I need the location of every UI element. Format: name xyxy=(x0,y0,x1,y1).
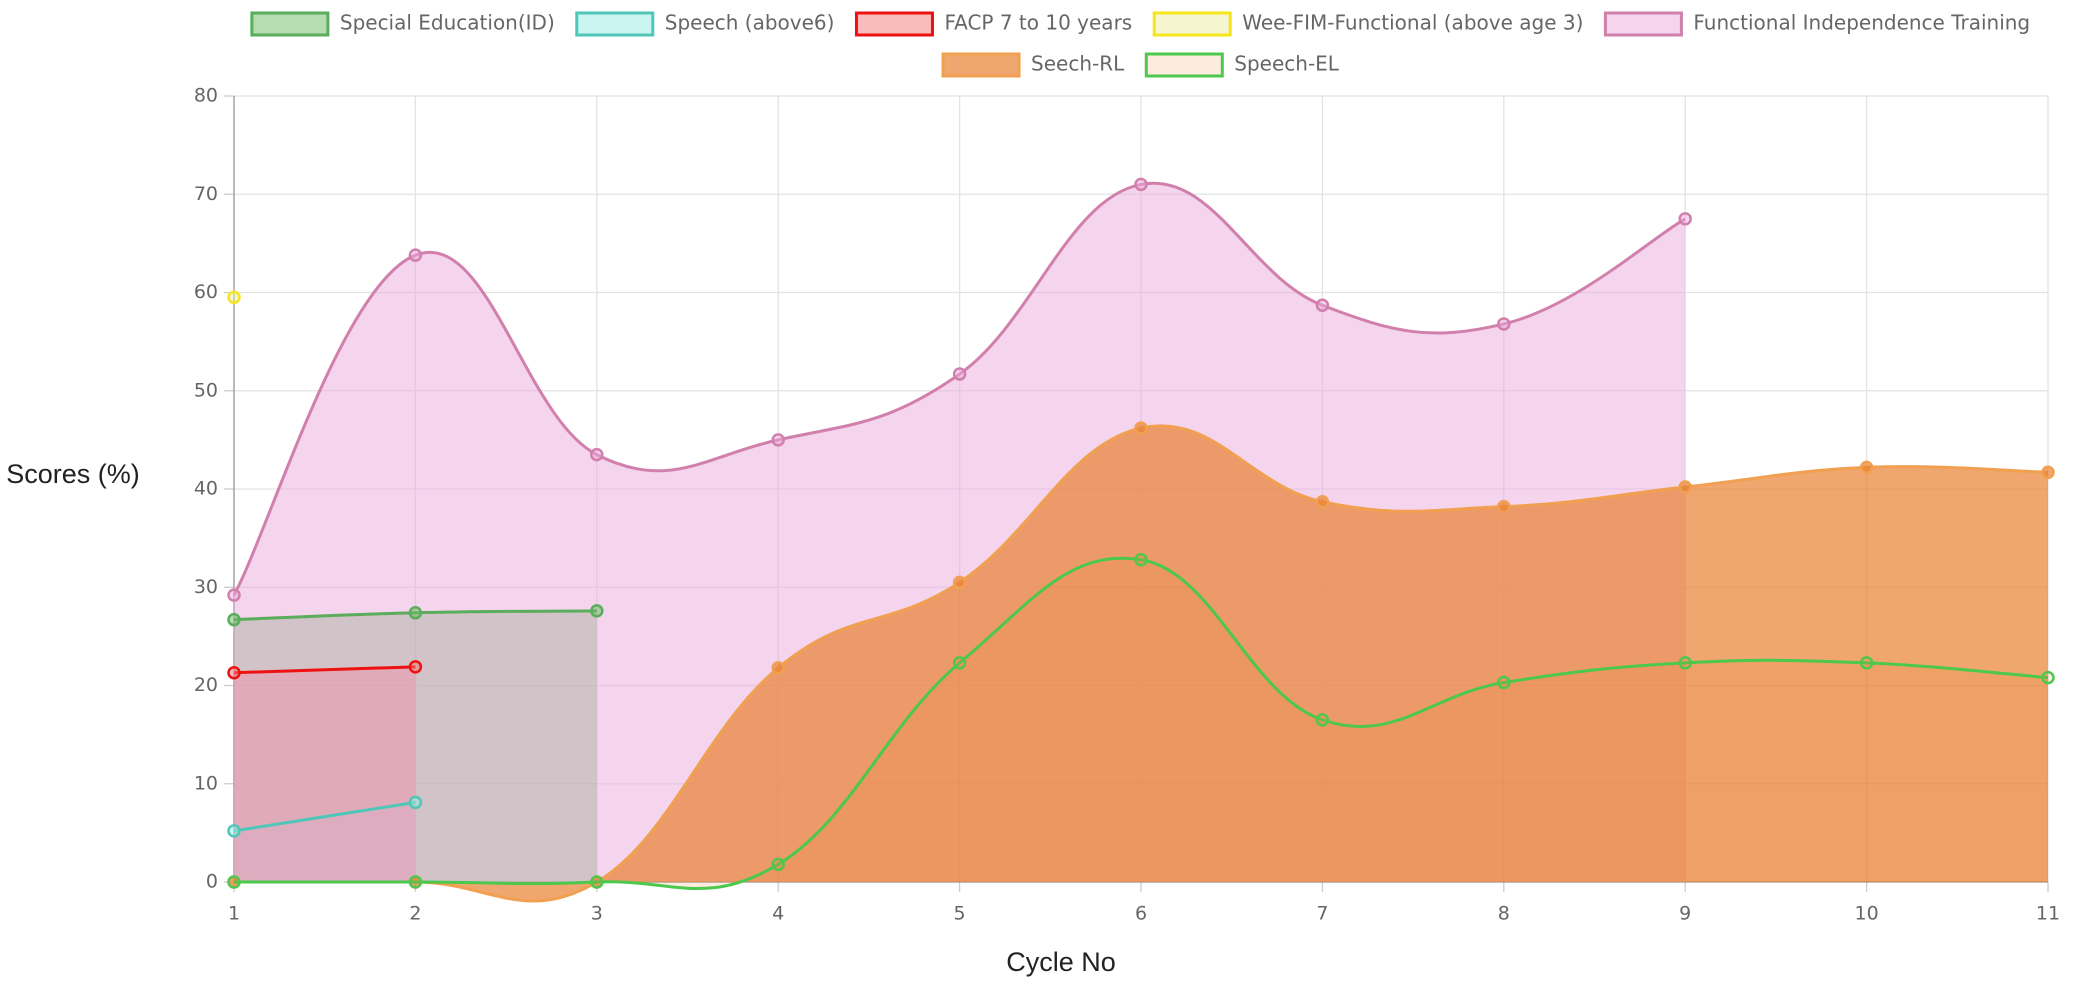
y-tick-label: 50 xyxy=(194,379,218,401)
point xyxy=(227,665,241,680)
point xyxy=(952,367,967,381)
legend-swatch xyxy=(250,11,330,37)
x-tick-label: 11 xyxy=(2036,903,2060,925)
point xyxy=(408,660,423,674)
point xyxy=(408,248,423,262)
point xyxy=(227,824,241,838)
legend-swatch xyxy=(1603,11,1683,37)
point xyxy=(1134,552,1148,567)
area xyxy=(234,558,2048,889)
line xyxy=(234,556,2049,890)
point xyxy=(1678,656,1692,670)
point xyxy=(771,433,785,447)
legend-label: Functional Independence Training xyxy=(1693,11,2030,35)
point xyxy=(1497,499,1511,514)
y-tick-label: 20 xyxy=(194,674,218,696)
legend-label: Speech (above6) xyxy=(665,11,835,35)
y-tick-label: 0 xyxy=(206,871,218,893)
legend-swatch xyxy=(854,11,934,37)
x-tick-label: 10 xyxy=(1855,903,1879,925)
point xyxy=(408,606,423,620)
legend-row: Special Education(ID) Speech (above6) FACP… xyxy=(250,11,2030,37)
point xyxy=(408,875,423,889)
point xyxy=(771,857,785,872)
areas xyxy=(234,183,2048,902)
x-axis-title: Cycle No xyxy=(1006,947,1116,977)
point xyxy=(590,604,604,618)
y-tick-label: 80 xyxy=(194,85,218,107)
legend-swatch xyxy=(1152,11,1232,37)
point xyxy=(1497,317,1511,331)
line xyxy=(233,800,416,833)
point xyxy=(1859,460,1874,475)
legend-label: Speech-EL xyxy=(1234,52,1340,76)
point xyxy=(1315,298,1330,313)
point xyxy=(408,795,423,810)
x-tick-label: 9 xyxy=(1679,903,1691,925)
point xyxy=(952,575,967,590)
point xyxy=(2041,465,2055,480)
point xyxy=(227,290,241,305)
legend-swatch xyxy=(941,52,1021,78)
point xyxy=(590,447,604,462)
x-tick-label: 2 xyxy=(409,903,421,925)
y-tick-label: 70 xyxy=(194,183,218,205)
y-tick-label: 10 xyxy=(194,772,218,794)
point xyxy=(227,588,241,602)
y-tick-label: 60 xyxy=(194,281,218,303)
point xyxy=(227,875,241,889)
y-axis-title: Scores (%) xyxy=(6,459,140,489)
y-tick-label: 40 xyxy=(194,478,218,500)
x-tick-label: 4 xyxy=(772,903,784,925)
x-tick-label: 8 xyxy=(1498,903,1510,925)
legend-label: Special Education(ID) xyxy=(340,11,555,35)
x-tick-label: 3 xyxy=(591,903,603,925)
y-tick-label: 30 xyxy=(194,576,218,598)
point xyxy=(1678,212,1692,226)
point xyxy=(1678,480,1692,494)
x-tick-label: 1 xyxy=(228,903,240,925)
point xyxy=(952,656,967,670)
legend-label: Wee-FIM-Functional (above age 3) xyxy=(1242,11,1583,35)
line xyxy=(233,665,416,675)
legend-swatch xyxy=(575,11,655,37)
point xyxy=(227,612,241,627)
point xyxy=(771,661,785,675)
line xyxy=(234,424,2049,903)
point xyxy=(1134,421,1148,435)
legend-swatch xyxy=(1144,52,1224,78)
legend-label: FACP 7 to 10 years xyxy=(944,11,1132,35)
point xyxy=(2041,670,2055,685)
x-tick-label: 7 xyxy=(1316,903,1328,925)
legend-label: Seech-RL xyxy=(1031,52,1125,76)
lines xyxy=(227,177,2055,903)
legend-row: Seech-RL Speech-EL xyxy=(941,52,1340,78)
point xyxy=(1315,713,1330,727)
line xyxy=(232,181,1686,596)
point xyxy=(1315,495,1330,509)
point xyxy=(1134,177,1148,192)
x-tick-label: 6 xyxy=(1135,903,1147,925)
point xyxy=(1859,656,1874,670)
point xyxy=(590,875,604,889)
point xyxy=(1497,675,1511,690)
x-tick-label: 5 xyxy=(954,903,966,925)
